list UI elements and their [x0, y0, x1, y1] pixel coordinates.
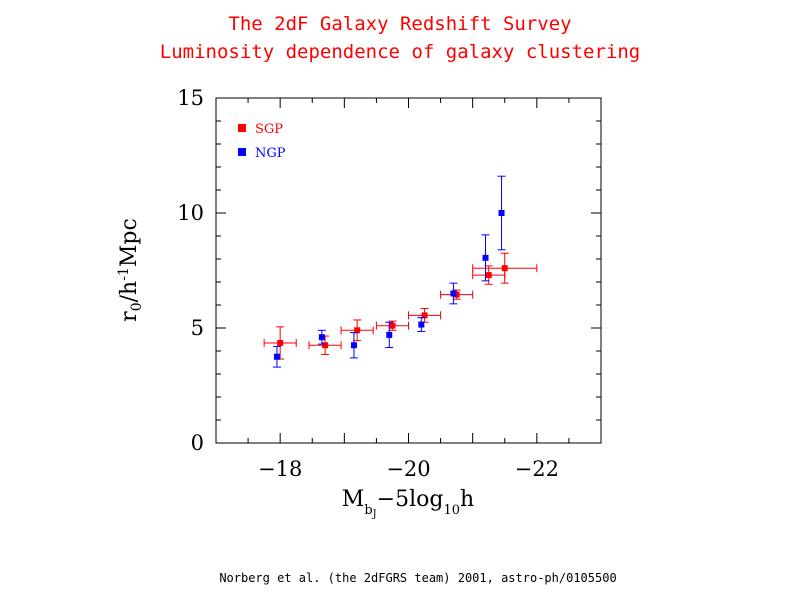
svg-text:MbJ−5log10h: MbJ−5log10h [342, 487, 474, 520]
x-tick-label: −20 [386, 457, 430, 481]
series-ngp [272, 175, 506, 368]
data-point-ngp [450, 290, 457, 297]
legend-label-sgp: SGP [255, 122, 283, 137]
data-point-ngp [318, 334, 325, 341]
data-point-sgp [485, 272, 492, 279]
data-point-sgp [277, 339, 284, 346]
chart-subtitle: Luminosity dependence of galaxy clusteri… [160, 41, 640, 63]
y-tick-label: 0 [191, 431, 204, 455]
plot-area [263, 175, 538, 368]
data-point-ngp [498, 210, 505, 216]
svg-text:r0/h-1Mpc: r0/h-1Mpc [116, 218, 145, 322]
legend-label-ngp: NGP [255, 146, 286, 161]
y-axis-label: r0/h-1Mpc [116, 218, 145, 322]
y-tick-label: 15 [177, 86, 204, 110]
data-point-sgp [354, 327, 361, 334]
data-point-sgp [421, 312, 428, 319]
y-tick-label: 10 [177, 201, 204, 225]
y-tick-label: 5 [191, 316, 204, 340]
data-point-ngp [350, 342, 357, 349]
legend: SGP NGP [238, 122, 286, 161]
data-point-ngp [418, 321, 425, 328]
data-point-sgp [453, 291, 460, 298]
data-point-ngp [482, 254, 489, 261]
x-tick-label: −18 [258, 457, 302, 481]
legend-marker-ngp [238, 148, 246, 156]
data-point-sgp [389, 322, 396, 329]
data-point-ngp [273, 353, 280, 360]
data-point-sgp [322, 342, 329, 349]
credit-text: Norberg et al. (the 2dFGRS team) 2001, a… [219, 571, 616, 585]
series-sgp [263, 252, 538, 360]
axes: −18 −20 −22 0 5 10 15 [177, 86, 602, 481]
x-axis-label: MbJ−5log10h [342, 487, 474, 520]
chart-title: The 2dF Galaxy Redshift Survey [228, 13, 571, 35]
data-point-sgp [501, 265, 508, 272]
x-tick-label: −22 [515, 457, 559, 481]
data-point-ngp [386, 331, 393, 338]
legend-marker-sgp [238, 124, 246, 132]
